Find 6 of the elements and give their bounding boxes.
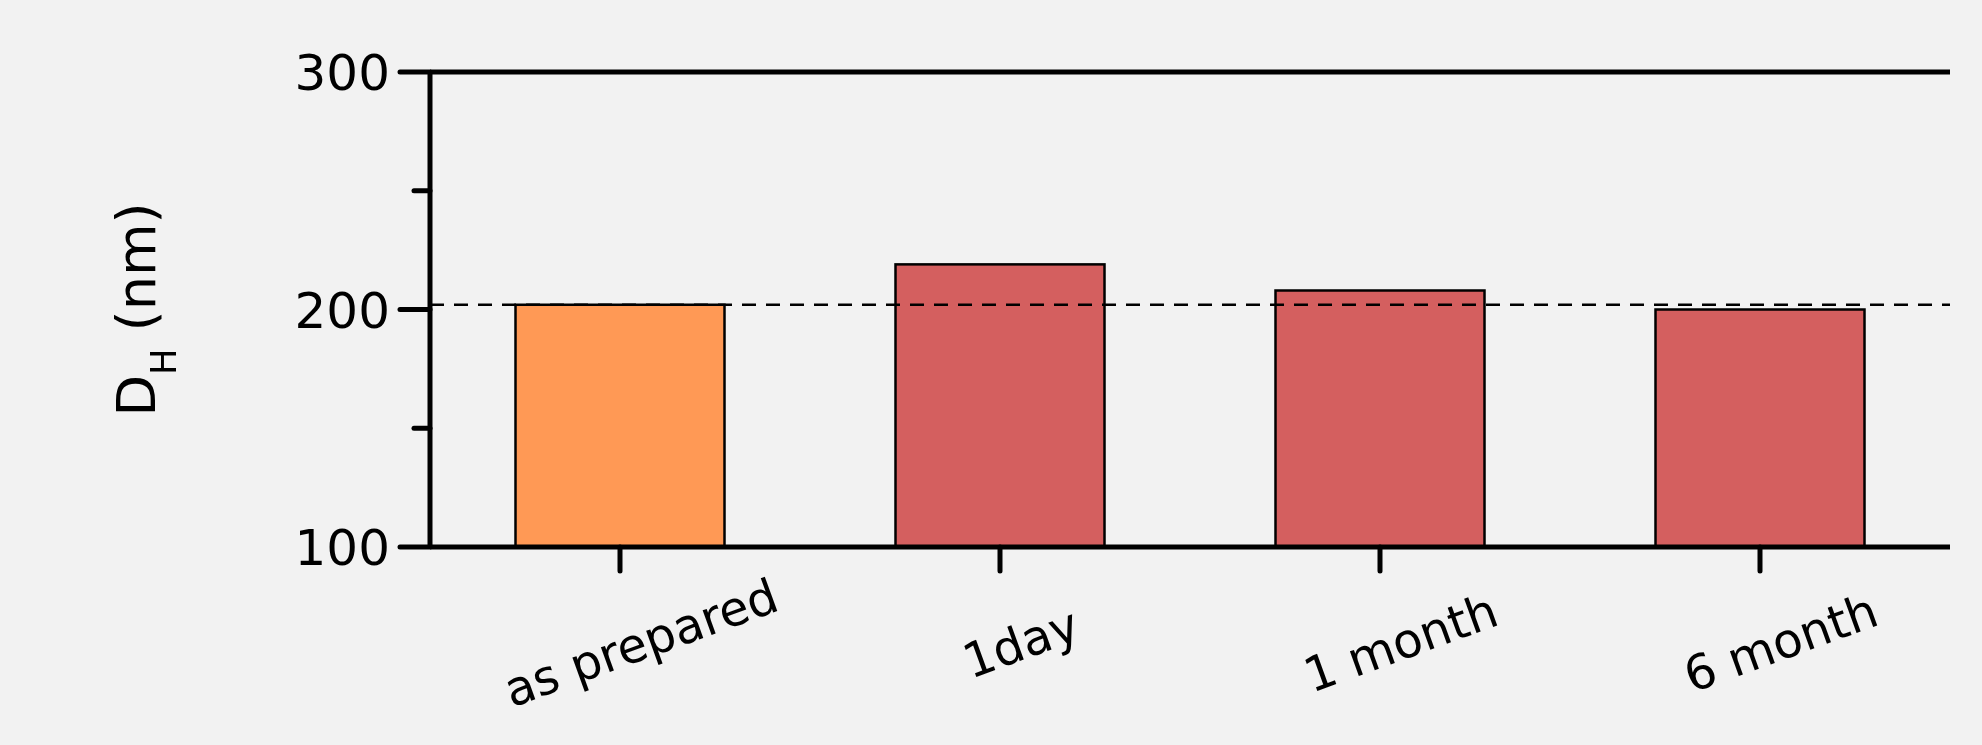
x-tick-label: 1 month bbox=[1296, 581, 1505, 704]
y-tick-label: 300 bbox=[294, 44, 390, 102]
y-tick-label: 100 bbox=[294, 519, 390, 577]
y-tick-label: 200 bbox=[294, 281, 390, 340]
x-tick-label: 6 month bbox=[1676, 581, 1885, 704]
x-tick-label: 1day bbox=[955, 595, 1087, 690]
